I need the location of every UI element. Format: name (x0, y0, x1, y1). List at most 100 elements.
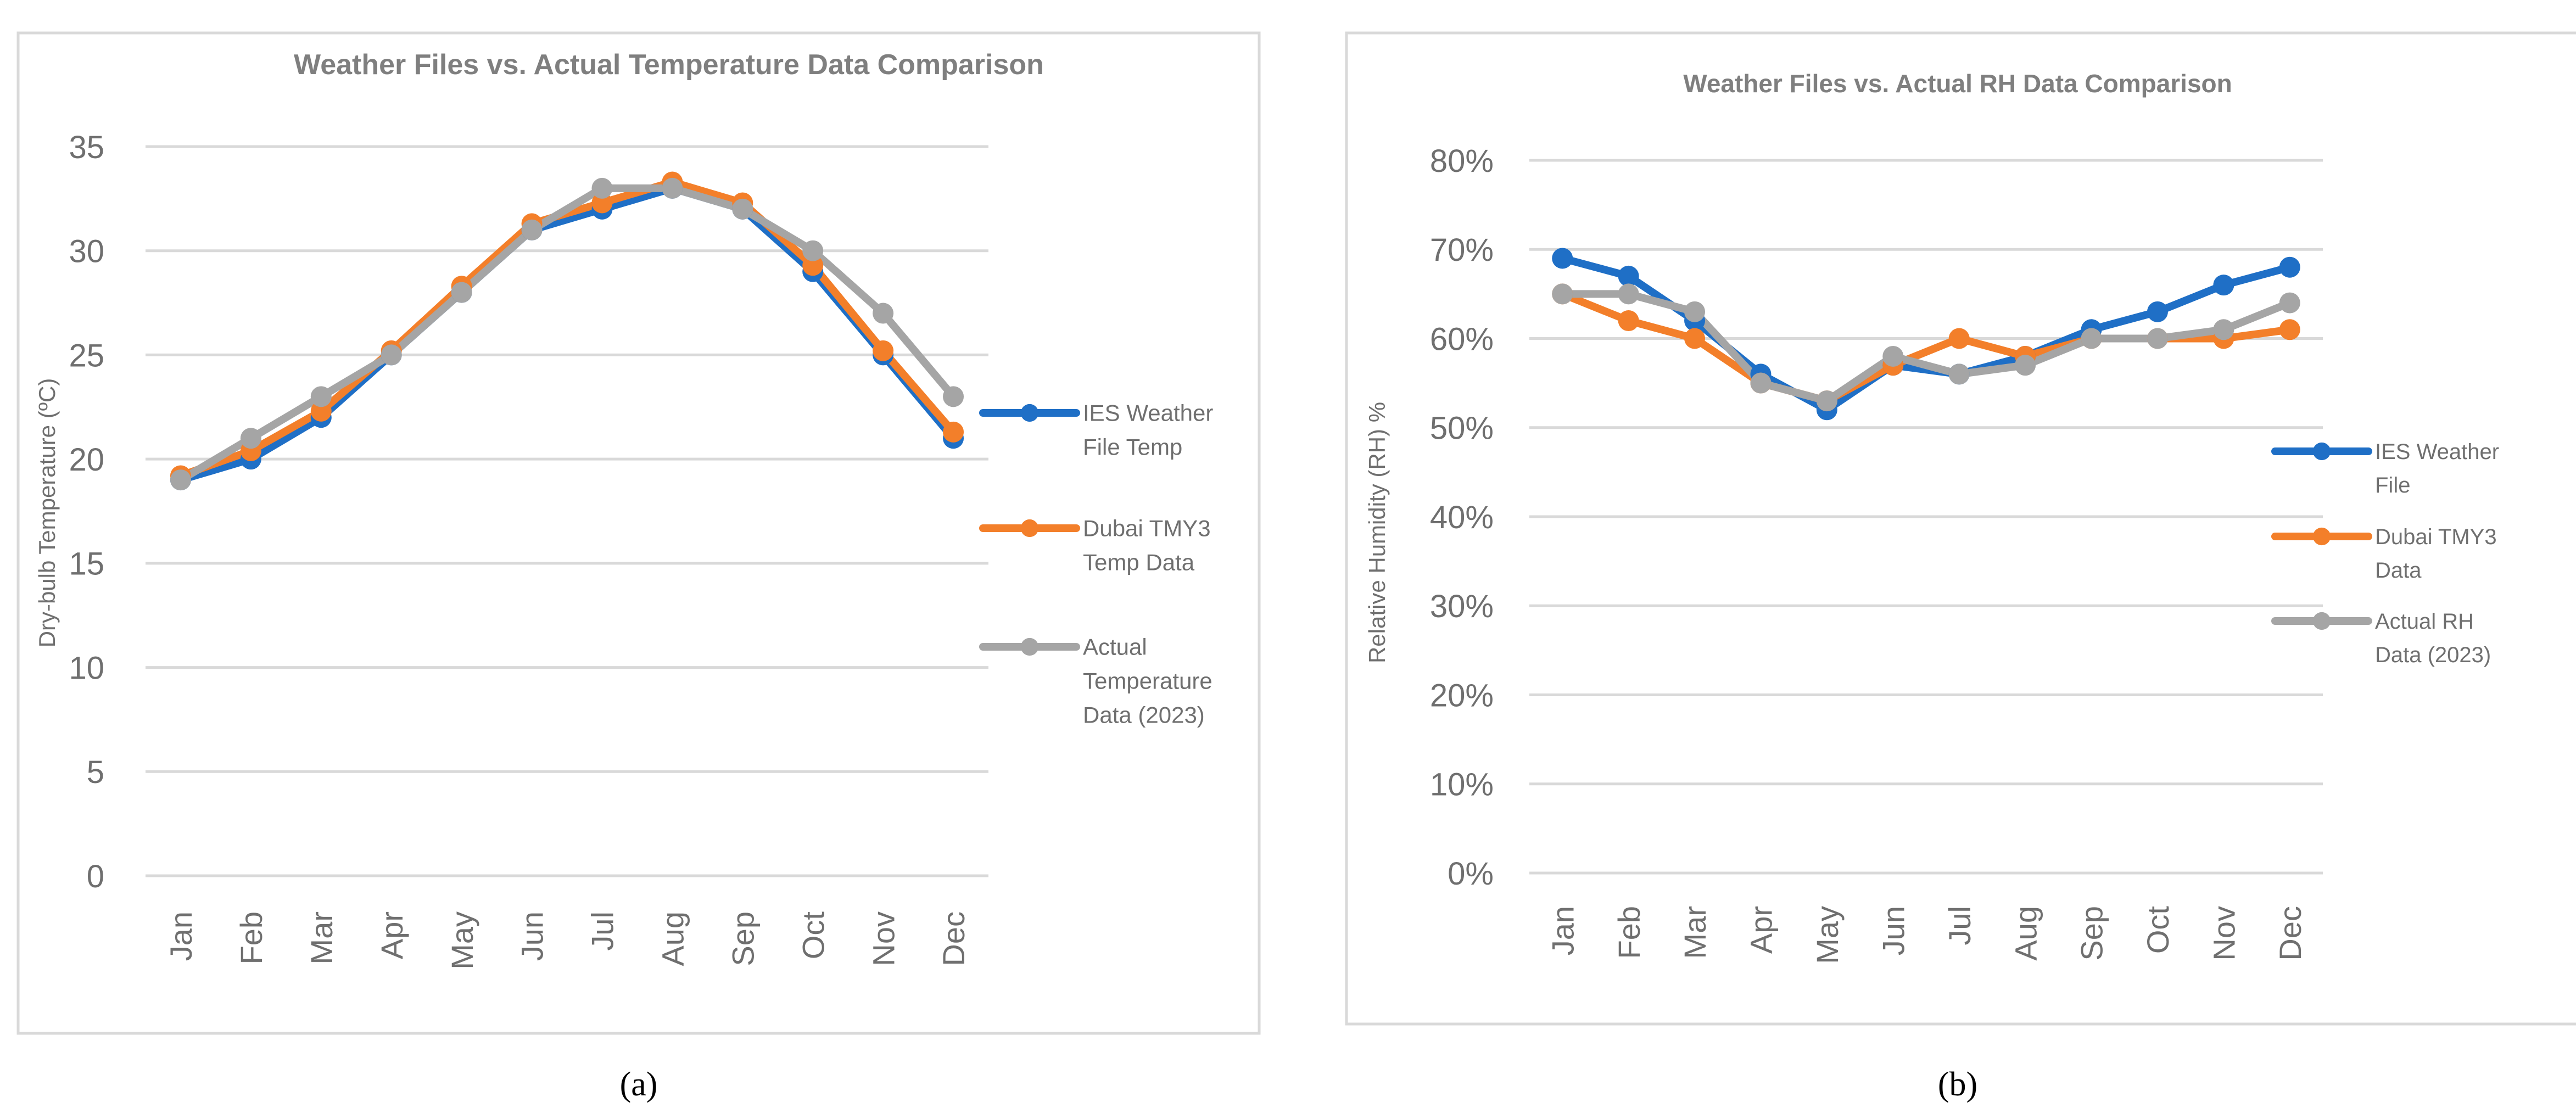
chart-frame (1345, 31, 2576, 1026)
y-tick-label: 10% (1430, 767, 1494, 803)
x-tick-label: May (1810, 906, 1845, 964)
legend-label: IES Weather File (2375, 440, 2499, 497)
y-tick-label: 20% (1430, 678, 1494, 713)
x-tick-labels: Jan Feb Mar Apr May Jun Jul Aug Sep Oct Nov Dec (1545, 906, 2307, 964)
series-line (1558, 254, 2294, 414)
data-point (1948, 328, 1970, 349)
legend-label-line: Temperature (1083, 668, 1212, 694)
legend-label-line: Data (2023) (1083, 702, 1205, 728)
chart-title: Weather Files vs. Actual RH Data Compari… (1683, 69, 2232, 98)
legend-swatch-marker (1020, 519, 1039, 538)
series-line (177, 184, 957, 484)
data-point (873, 340, 894, 361)
x-tick-label: Jan (164, 911, 198, 961)
humidity-chart-panel: Weather Files vs. Actual RH Data Compari… (1345, 31, 2576, 1026)
x-tick-label: Mar (304, 911, 339, 964)
series-points (170, 171, 964, 491)
x-tick-label: Dec (936, 911, 971, 966)
data-point (2279, 256, 2300, 278)
x-tick-label: Jul (1942, 906, 1977, 945)
y-axis-label: Relative Humidity (RH) % (1364, 402, 1390, 663)
y-tick-label: 10 (69, 650, 104, 686)
y-tick-label: 35 (69, 130, 104, 165)
data-point (310, 400, 332, 422)
data-point (170, 469, 191, 491)
chart-frame (16, 31, 1261, 1035)
data-point (943, 386, 964, 407)
data-point (802, 240, 824, 261)
y-tick-label: 60% (1430, 321, 1494, 357)
legend-label: Actual Temperature Data (2023) (1083, 634, 1212, 728)
y-tick-labels: 0% 10% 20% 30% 40% 50% 60% 70% 80% (1430, 143, 1494, 892)
x-tick-label: Jun (515, 911, 550, 961)
x-tick-label: Dec (2273, 906, 2307, 961)
legend: IES Weather File Temp Dubai TMY3 Temp Data A… (979, 400, 1213, 728)
data-point (240, 428, 261, 449)
data-point (1816, 390, 1837, 412)
data-point (310, 386, 332, 407)
series-lines (1558, 254, 2294, 414)
x-tick-label: May (445, 911, 479, 970)
data-point (2213, 319, 2234, 340)
legend-swatch-marker (1020, 404, 1039, 422)
data-point (1684, 328, 1706, 349)
x-tick-label: Sep (2075, 906, 2109, 961)
y-tick-label: 80% (1430, 143, 1494, 179)
legend-label-line: Dubai TMY3 (2375, 525, 2497, 549)
legend-label-line: Dubai TMY3 (1083, 516, 1211, 541)
legend-label-line: Temp Data (1083, 550, 1195, 575)
data-point (1618, 310, 1639, 332)
legend-swatch-marker (2312, 612, 2331, 630)
panel-caption-b: (b) (1938, 1066, 1977, 1103)
data-point (802, 255, 824, 276)
data-point (1618, 283, 1639, 305)
y-tick-label: 5 (87, 754, 104, 790)
legend-label: Dubai TMY3 Temp Data (1083, 516, 1211, 575)
panel-caption-a: (a) (620, 1066, 658, 1103)
x-tick-label: Apr (375, 911, 409, 959)
y-tick-label: 30 (69, 234, 104, 270)
x-tick-label: Feb (1612, 906, 1646, 959)
data-point (591, 177, 613, 199)
series-line (1558, 290, 2294, 405)
temperature-chart-panel: Weather Files vs. Actual Temperature Dat… (16, 31, 1261, 1035)
data-point (521, 219, 543, 240)
x-tick-labels: Jan Feb Mar Apr May Jun Jul Aug Sep Oct Nov Dec (164, 911, 971, 970)
legend-label: Dubai TMY3 Data (2375, 525, 2497, 583)
legend: IES Weather File Dubai TMY3 Data Actual RH Da… (2271, 440, 2499, 667)
legend-swatch-marker (2312, 442, 2331, 461)
y-axis-label: Dry-bulb Temperature (ºC) (34, 378, 60, 648)
legend-label-line: IES Weather (1083, 400, 1213, 426)
data-point (2015, 355, 2036, 376)
legend-label-line: Actual RH (2375, 609, 2474, 634)
chart-title: Weather Files vs. Actual Temperature Dat… (294, 49, 1044, 81)
y-tick-label: 0 (87, 859, 104, 894)
y-tick-label: 25 (69, 338, 104, 373)
series-points (1552, 248, 2300, 421)
gridlines (146, 145, 988, 877)
data-point (732, 198, 753, 220)
legend-swatch-marker (2312, 527, 2331, 546)
y-tick-label: 0% (1448, 856, 1494, 892)
x-tick-label: Apr (1744, 906, 1779, 954)
legend-label-line: Data (2023) (2375, 643, 2491, 667)
x-tick-label: Aug (2008, 906, 2043, 961)
legend-label: IES Weather File Temp (1083, 400, 1213, 460)
data-point (1618, 265, 1639, 287)
y-tick-label: 20 (69, 442, 104, 478)
x-tick-label: Nov (866, 911, 901, 966)
data-point (1948, 363, 1970, 385)
legend-label-line: Actual (1083, 634, 1147, 660)
data-point (1552, 248, 1573, 269)
x-tick-label: Feb (234, 911, 269, 965)
data-point (1750, 372, 1772, 394)
data-point (1684, 301, 1706, 322)
data-point (2081, 328, 2102, 349)
series-lines (177, 178, 957, 484)
data-point (2279, 319, 2300, 340)
legend-label-line: File Temp (1083, 434, 1182, 460)
legend-label: Actual RH Data (2023) (2375, 609, 2491, 667)
data-point (381, 344, 402, 366)
x-tick-label: Oct (2141, 906, 2175, 954)
